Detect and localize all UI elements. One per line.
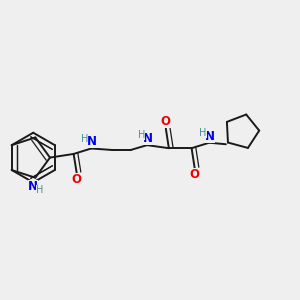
Text: H: H bbox=[200, 128, 207, 138]
Text: N: N bbox=[87, 135, 97, 148]
Text: O: O bbox=[72, 173, 82, 186]
Text: N: N bbox=[205, 130, 215, 142]
Text: N: N bbox=[28, 180, 38, 193]
Text: O: O bbox=[190, 168, 200, 181]
Text: H: H bbox=[138, 130, 145, 140]
Text: H: H bbox=[36, 185, 43, 195]
Text: N: N bbox=[143, 132, 153, 145]
Text: O: O bbox=[161, 115, 171, 128]
Text: H: H bbox=[81, 134, 88, 144]
